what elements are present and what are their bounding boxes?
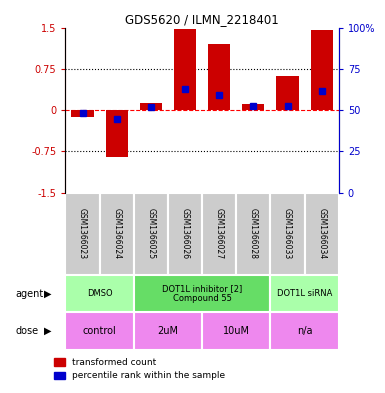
Text: GSM1366025: GSM1366025 [146, 208, 156, 259]
Bar [208, 44, 230, 110]
Text: n/a: n/a [297, 326, 312, 336]
Bar [202, 312, 271, 350]
Text: DOT1L inhibitor [2]
Compound 55: DOT1L inhibitor [2] Compound 55 [162, 284, 242, 303]
Bar [168, 193, 202, 275]
Text: GSM1366024: GSM1366024 [112, 208, 121, 259]
Bar [105, 110, 128, 157]
Text: DMSO: DMSO [87, 289, 112, 298]
Text: GSM1366027: GSM1366027 [215, 208, 224, 259]
Bar [271, 275, 339, 312]
Bar [134, 312, 202, 350]
Text: control: control [83, 326, 117, 336]
Text: GSM1366034: GSM1366034 [317, 208, 326, 259]
Bar [72, 110, 94, 117]
Text: 10uM: 10uM [223, 326, 250, 336]
Text: agent: agent [15, 289, 44, 299]
Text: GSM1366028: GSM1366028 [249, 208, 258, 259]
Bar [276, 76, 299, 110]
Bar [65, 275, 134, 312]
Bar [134, 193, 168, 275]
Bar [311, 30, 333, 110]
Bar [271, 312, 339, 350]
Text: 2uM: 2uM [157, 326, 179, 336]
Text: GSM1366023: GSM1366023 [78, 208, 87, 259]
Text: GSM1366033: GSM1366033 [283, 208, 292, 259]
Bar [305, 193, 339, 275]
Text: GSM1366026: GSM1366026 [181, 208, 189, 259]
Text: ▶: ▶ [44, 326, 52, 336]
Bar [271, 193, 305, 275]
Text: dose: dose [15, 326, 38, 336]
Bar [65, 312, 134, 350]
Text: DOT1L siRNA: DOT1L siRNA [277, 289, 332, 298]
Legend: transformed count, percentile rank within the sample: transformed count, percentile rank withi… [51, 354, 229, 384]
Bar [65, 193, 100, 275]
Bar [202, 193, 236, 275]
Bar [134, 275, 271, 312]
Bar [100, 193, 134, 275]
Title: GDS5620 / ILMN_2218401: GDS5620 / ILMN_2218401 [125, 13, 279, 26]
Text: ▶: ▶ [44, 289, 52, 299]
Bar [236, 193, 271, 275]
Bar [174, 29, 196, 110]
Bar [140, 103, 162, 110]
Bar [242, 104, 264, 110]
